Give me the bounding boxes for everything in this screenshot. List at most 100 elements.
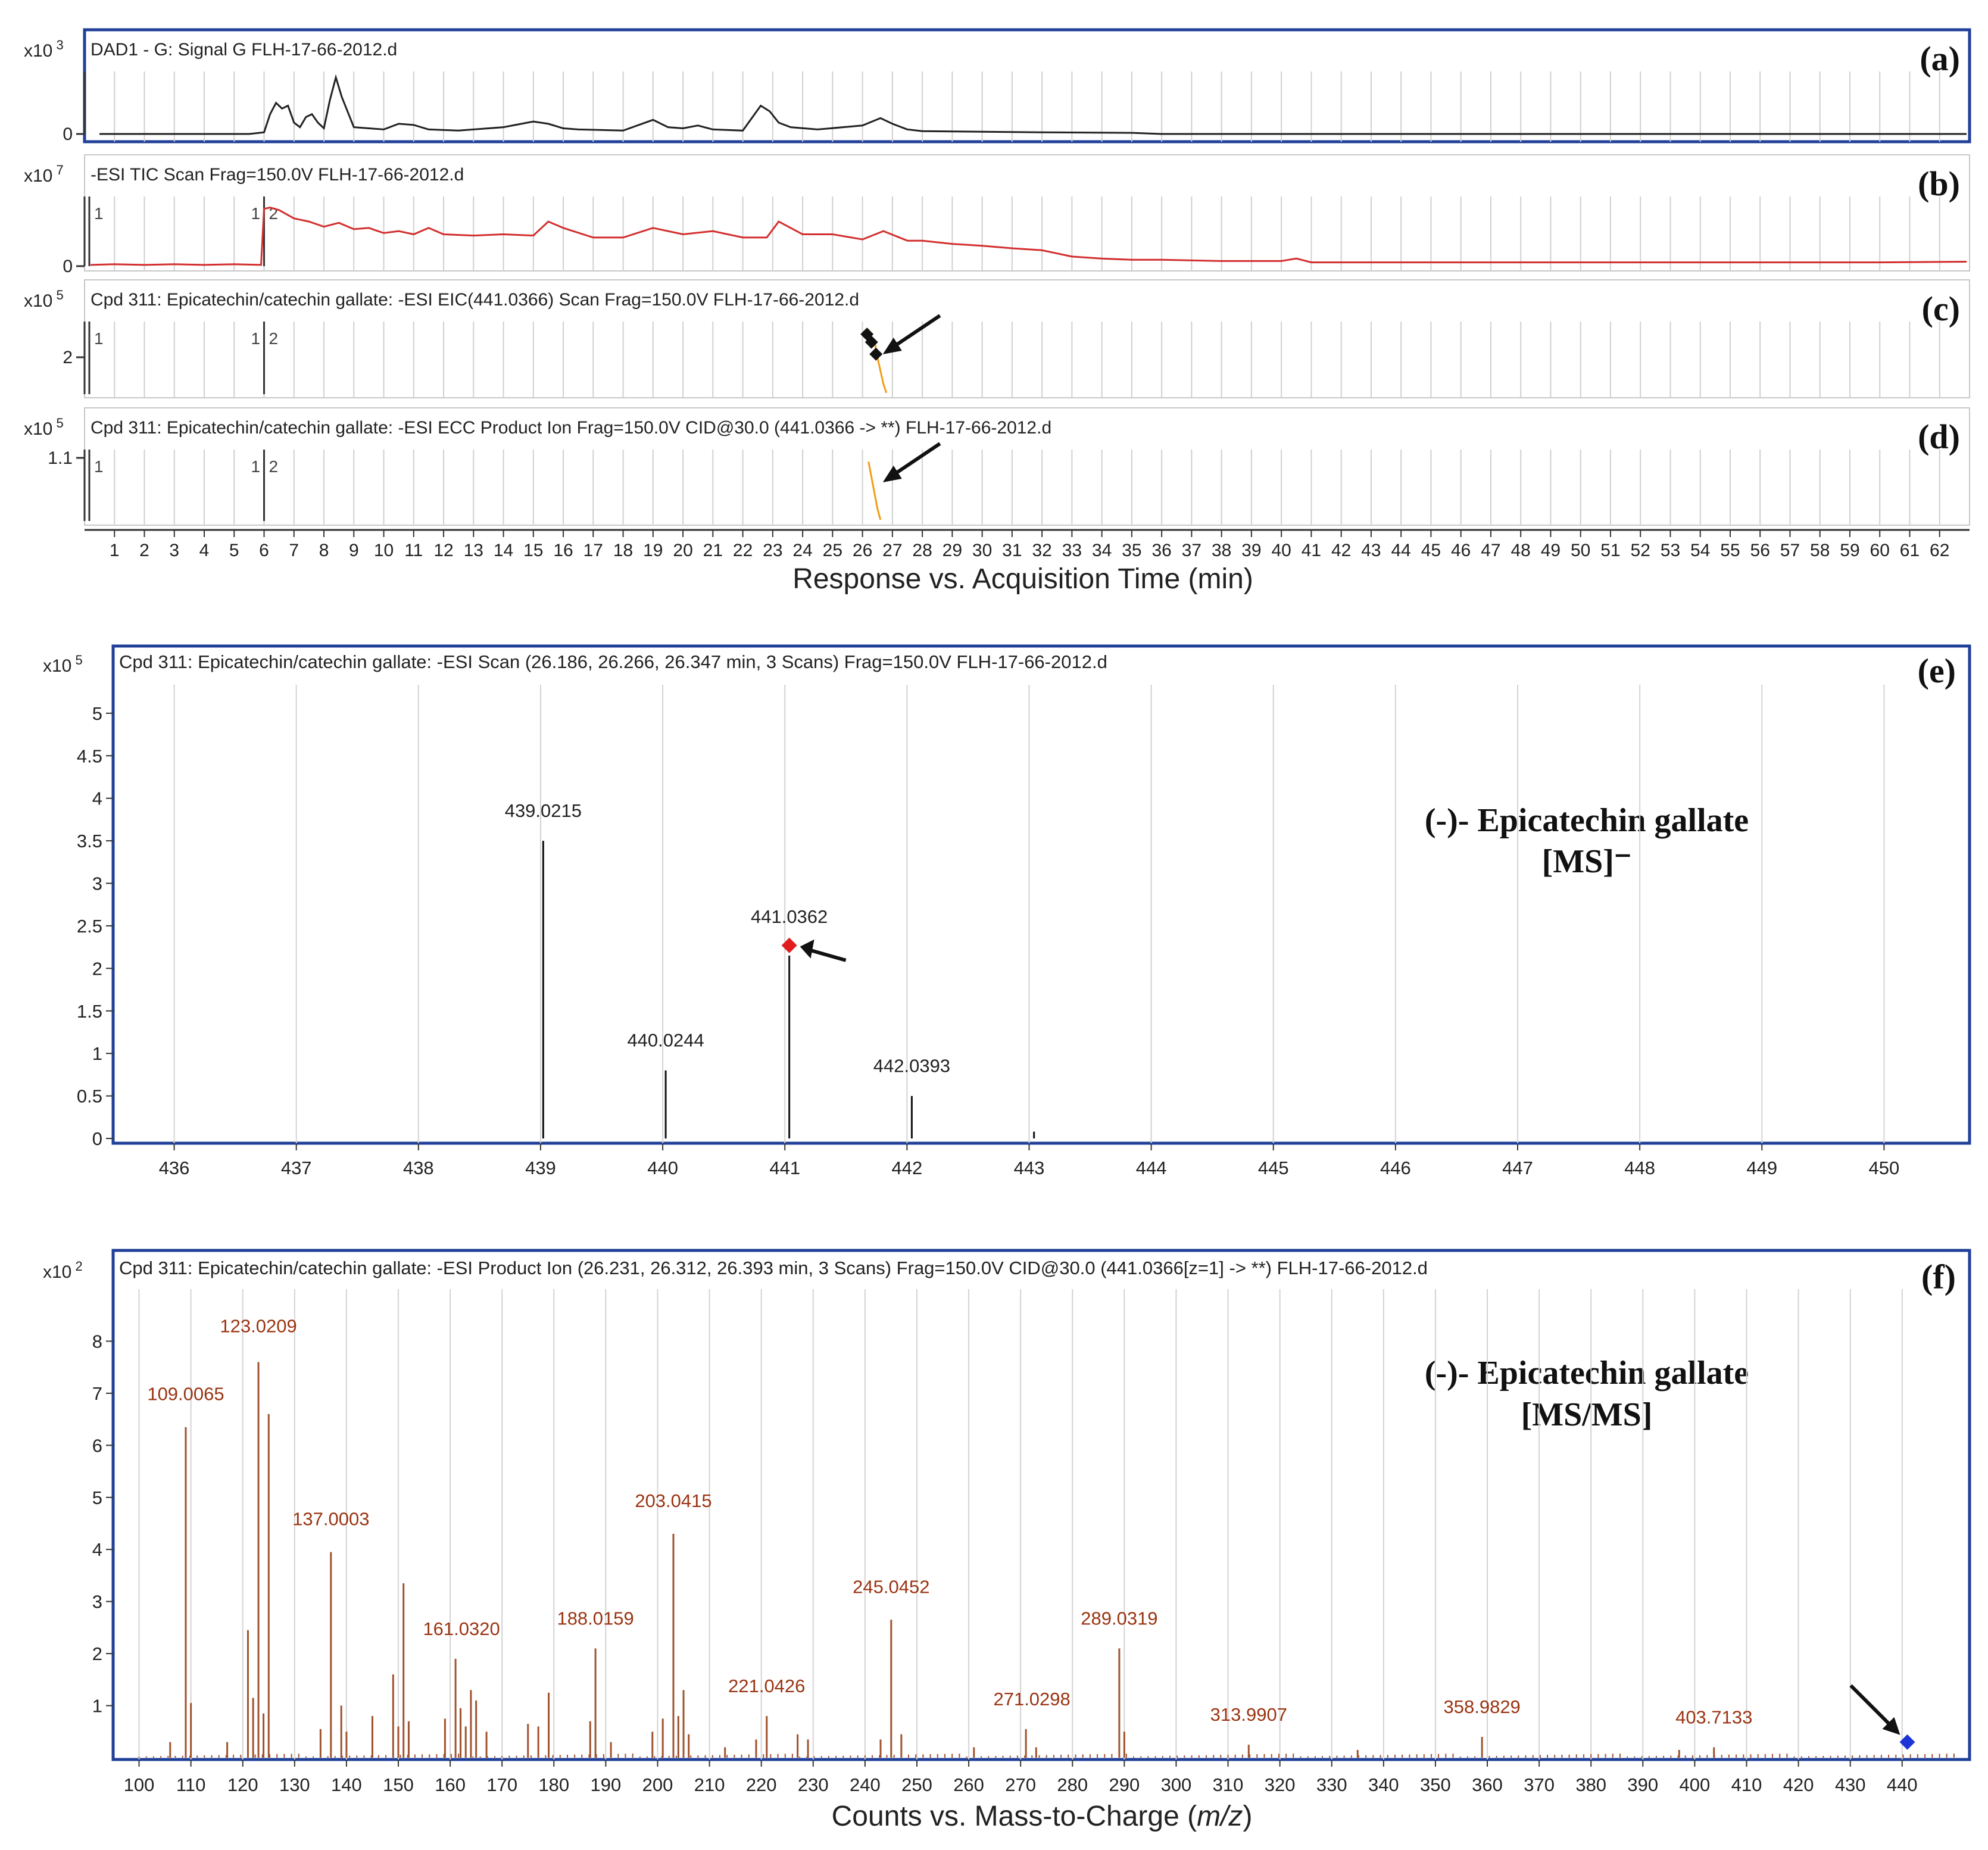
ms-x-tick-label: 450 <box>1869 1158 1900 1178</box>
chromatogram-c-scale: x10 5 <box>24 288 64 311</box>
chromatogram-time-tick-label: 20 <box>673 541 692 560</box>
ms-peak-label: 442.0393 <box>873 1056 950 1077</box>
chromatogram-time-tick-label: 55 <box>1720 541 1740 560</box>
ms-y-tick-label: 2.5 <box>77 916 102 937</box>
ms-y-tick-label: 3.5 <box>77 831 102 851</box>
msms-precursor-arrow-shaft <box>1849 1684 1894 1729</box>
msms-x-tick-label: 100 <box>124 1774 155 1795</box>
ms-x-tick-label: 443 <box>1014 1158 1045 1178</box>
chromatogram-time-tick-label: 59 <box>1840 541 1859 560</box>
chromatogram-panel-a: DAD1 - G: Signal G FLH-17-66-2012.d (a) x1… <box>24 28 1971 144</box>
chromatogram-time-tick-label: 32 <box>1032 541 1051 560</box>
msms-x-axis-label-unit: m/z <box>1197 1801 1243 1832</box>
chromatogram-b-scale: x10 7 <box>24 163 64 186</box>
msms-x-tick-label: 170 <box>486 1774 517 1795</box>
msms-x-tick-label: 210 <box>694 1774 725 1795</box>
ms-x-tick-label: 448 <box>1624 1158 1655 1178</box>
msms-x-tick-label: 390 <box>1627 1774 1658 1795</box>
chromatogram-time-tick-label: 29 <box>942 541 962 560</box>
chromatogram-time-tick-label: 23 <box>763 541 782 560</box>
msms-spectrum-frame <box>111 1249 1971 1761</box>
chromatogram-b-y-tick-label: 0 <box>63 257 73 276</box>
scale-exponent: 5 <box>52 288 63 302</box>
chromatogram-time-tick-label: 21 <box>703 541 723 560</box>
ms-spectrum-annotation-mode: [MS]⁻ <box>1542 843 1632 880</box>
msms-peak-label: 137.0003 <box>292 1509 369 1530</box>
msms-peak-label: 245.0452 <box>853 1576 929 1597</box>
chromatogram-time-tick-label: 39 <box>1241 541 1261 560</box>
chromatogram-time-tick-label: 35 <box>1122 541 1141 560</box>
msms-peak-label: 123.0209 <box>220 1315 297 1336</box>
chromatogram-time-tick-label: 31 <box>1002 541 1022 560</box>
chromatogram-c-segment-label: 2 <box>269 329 279 348</box>
chromatogram-c-letter: (c) <box>1922 289 1960 328</box>
msms-x-tick-label: 180 <box>538 1774 569 1795</box>
msms-x-tick-label: 410 <box>1731 1774 1762 1795</box>
msms-x-tick-label: 270 <box>1005 1774 1036 1795</box>
ms-y-tick-label: 4.5 <box>77 745 102 766</box>
chromatogram-d-title: Cpd 311: Epicatechin/catechin gallate: -… <box>90 418 1051 438</box>
msms-x-tick-label: 400 <box>1680 1774 1711 1795</box>
msms-spectrum-panel: Cpd 311: Epicatechin/catechin gallate: -… <box>43 1249 1971 1832</box>
msms-x-tick-label: 260 <box>953 1774 984 1795</box>
msms-x-tick-label: 350 <box>1420 1774 1451 1795</box>
chromatogram-panel-d: Cpd 311: Epicatechin/catechin gallate: -… <box>24 407 1970 526</box>
chromatogram-time-tick-label: 3 <box>169 541 179 560</box>
chromatogram-time-tick-label: 22 <box>733 541 753 560</box>
chromatogram-time-tick-label: 61 <box>1900 541 1920 560</box>
chromatogram-time-tick-label: 51 <box>1600 541 1620 560</box>
chromatogram-time-tick-label: 42 <box>1331 541 1351 560</box>
chromatogram-time-tick-label: 38 <box>1212 541 1231 560</box>
chromatogram-a-scale: x10 3 <box>24 38 64 61</box>
msms-x-tick-label: 220 <box>746 1774 777 1795</box>
msms-x-axis-label: Counts vs. Mass-to-Charge (m/z) <box>832 1801 1253 1832</box>
chromatogram-b-segment-label: 1 <box>251 204 261 223</box>
chromatogram-time-tick-label: 17 <box>583 541 603 560</box>
chromatogram-c-arrow-head <box>882 338 902 354</box>
scale-exponent: 7 <box>52 163 63 177</box>
chromatogram-time-tick-label: 15 <box>523 541 543 560</box>
msms-x-tick-label: 230 <box>798 1774 829 1795</box>
ms-precursor-arrow-head <box>800 939 814 959</box>
chromatogram-time-tick-label: 50 <box>1571 541 1590 560</box>
msms-x-tick-label: 340 <box>1368 1774 1399 1795</box>
msms-spectrum-letter: (f) <box>1921 1258 1956 1296</box>
msms-peak-label: 313.9907 <box>1210 1704 1287 1725</box>
chromatogram-stack: DAD1 - G: Signal G FLH-17-66-2012.d (a) x1… <box>24 28 1971 595</box>
chromatogram-time-tick-label: 45 <box>1421 541 1441 560</box>
msms-x-tick-label: 110 <box>176 1774 205 1795</box>
chromatogram-time-tick-label: 10 <box>374 541 394 560</box>
msms-x-tick-label: 380 <box>1575 1774 1606 1795</box>
msms-spectrum-annotation-name: (-)- Epicatechin gallate <box>1425 1355 1749 1392</box>
msms-x-tick-label: 160 <box>435 1774 466 1795</box>
scale-exponent: 3 <box>52 38 63 52</box>
chromatogram-time-tick-label: 36 <box>1151 541 1171 560</box>
chromatogram-time-tick-label: 34 <box>1092 541 1112 560</box>
scale-base: x10 <box>24 291 52 311</box>
msms-x-tick-label: 150 <box>383 1774 414 1795</box>
ms-peak-label: 441.0362 <box>751 906 828 927</box>
ms-x-tick-label: 437 <box>281 1158 312 1178</box>
chromatogram-x-axis-label: Response vs. Acquisition Time (min) <box>792 563 1253 595</box>
scale-base: x10 <box>24 41 52 61</box>
chromatogram-time-tick-label: 8 <box>319 541 329 560</box>
msms-y-tick-label: 6 <box>92 1435 102 1456</box>
ms-spectrum-letter: (e) <box>1918 651 1956 690</box>
chromatogram-a-trace <box>99 74 1967 135</box>
chromatogram-time-tick-label: 62 <box>1930 541 1949 560</box>
chromatogram-time-tick-label: 43 <box>1361 541 1381 560</box>
chromatogram-b-trace <box>90 207 1967 266</box>
chromatogram-time-tick-label: 6 <box>259 541 269 560</box>
ms-x-tick-label: 442 <box>891 1158 922 1178</box>
msms-x-tick-label: 320 <box>1265 1774 1296 1795</box>
chromatogram-time-tick-label: 41 <box>1302 541 1321 560</box>
chromatogram-time-tick-label: 49 <box>1541 541 1561 560</box>
ms-y-tick-label: 2 <box>92 958 102 979</box>
chromatogram-d-trace <box>867 461 882 520</box>
chromatogram-time-tick-label: 40 <box>1271 541 1291 560</box>
msms-y-tick-label: 3 <box>92 1592 102 1612</box>
chromatogram-d-segment-label: 1 <box>251 457 261 476</box>
ms-y-tick-label: 1 <box>92 1043 102 1064</box>
ms-x-tick-label: 444 <box>1136 1158 1167 1178</box>
